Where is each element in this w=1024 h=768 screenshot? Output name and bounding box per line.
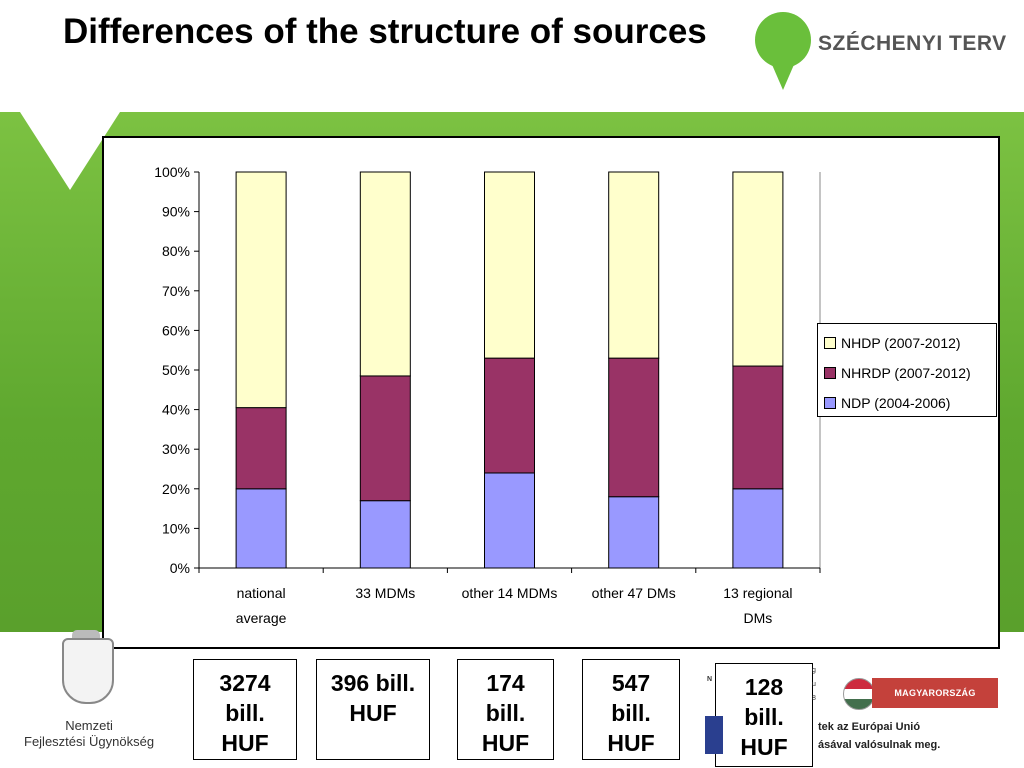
coat-of-arms-icon	[62, 638, 114, 704]
legend-swatch-nhrdp	[824, 367, 836, 379]
bar-segment	[359, 500, 411, 569]
legend-label-ndp: NDP (2004-2006)	[841, 395, 951, 411]
bar-segment	[608, 171, 660, 359]
bar-segment	[732, 488, 784, 569]
y-tick-label: 50%	[162, 362, 190, 378]
page-title: Differences of the structure of sources	[63, 12, 707, 51]
x-category-label: other 14 MDMs	[462, 585, 558, 601]
bar-segment	[484, 171, 535, 359]
eu-funding-text: tek az Európai Unió ásával valósulnak me…	[818, 721, 941, 751]
chart-frame: 0% 10% 20% 30% 40% 50% 60% 70% 80% 90% 100% nationa…	[102, 136, 1000, 649]
partial-text-fragment: N	[707, 676, 713, 683]
szechenyi-logo-icon	[755, 12, 811, 68]
x-category-label: national	[237, 585, 286, 601]
hungary-flag-icon	[843, 678, 875, 710]
y-tick-label: 10%	[162, 520, 190, 536]
legend-item-nhrdp: NHRDP (2007-2012)	[824, 358, 990, 388]
amount-box-other-14-mdms: 174 bill. HUF	[457, 659, 554, 760]
y-tick-label: 60%	[162, 322, 190, 338]
stacked-bar-chart: 0% 10% 20% 30% 40% 50% 60% 70% 80% 90% 100% nationa…	[154, 164, 821, 626]
hungary-renewal-badge: MAGYARORSZÁG MEGÚJUL	[872, 678, 998, 728]
bar-segment	[484, 357, 535, 474]
bar-segment	[235, 171, 287, 409]
y-tick-label: 80%	[162, 243, 190, 259]
chart-legend: NHDP (2007-2012) NHRDP (2007-2012) NDP (…	[817, 323, 997, 417]
bar-segment	[359, 375, 411, 502]
bar-segment	[608, 496, 660, 569]
bar-segment	[235, 488, 287, 569]
legend-swatch-nhdp	[824, 337, 836, 349]
amount-box-national: 3274 bill. HUF	[193, 659, 297, 760]
legend-label-nhdp: NHDP (2007-2012)	[841, 335, 961, 351]
eu-flag-icon	[705, 716, 723, 754]
amount-box-other-47-dms: 547 bill. HUF	[582, 659, 680, 760]
amount-box-33-mdms: 396 bill. HUF	[316, 659, 430, 760]
bar-segment	[732, 171, 784, 367]
x-category-label: average	[236, 610, 287, 626]
szechenyi-logo-text: SZÉCHENYI TERV	[818, 32, 1007, 55]
x-category-label: 13 regional	[723, 585, 792, 601]
y-tick-label: 100%	[154, 164, 190, 180]
agency-name: Nemzeti Fejlesztési Ügynökség	[24, 718, 155, 749]
coat-of-arms-crown	[72, 630, 100, 640]
y-tick-label: 20%	[162, 481, 190, 497]
bar-segment	[235, 407, 287, 490]
amount-box-13-regional-dms: 128 bill. HUF	[715, 663, 813, 767]
bar-segment	[732, 365, 784, 490]
bar-segment	[608, 357, 660, 498]
legend-item-nhdp: NHDP (2007-2012)	[824, 328, 990, 358]
y-tick-label: 30%	[162, 441, 190, 457]
partial-small-text: g u 8	[812, 667, 816, 702]
legend-item-ndp: NDP (2004-2006)	[824, 388, 990, 418]
bar-segment	[359, 171, 411, 377]
legend-label-nhrdp: NHRDP (2007-2012)	[841, 365, 971, 381]
y-tick-label: 0%	[170, 560, 190, 576]
legend-swatch-ndp	[824, 397, 836, 409]
x-category-label: DMs	[744, 610, 773, 626]
bar-segment	[484, 472, 535, 569]
y-tick-label: 40%	[162, 402, 190, 418]
y-tick-label: 70%	[162, 283, 190, 299]
x-category-label: other 47 DMs	[592, 585, 676, 601]
y-tick-label: 90%	[162, 204, 190, 220]
x-category-label: 33 MDMs	[355, 585, 415, 601]
